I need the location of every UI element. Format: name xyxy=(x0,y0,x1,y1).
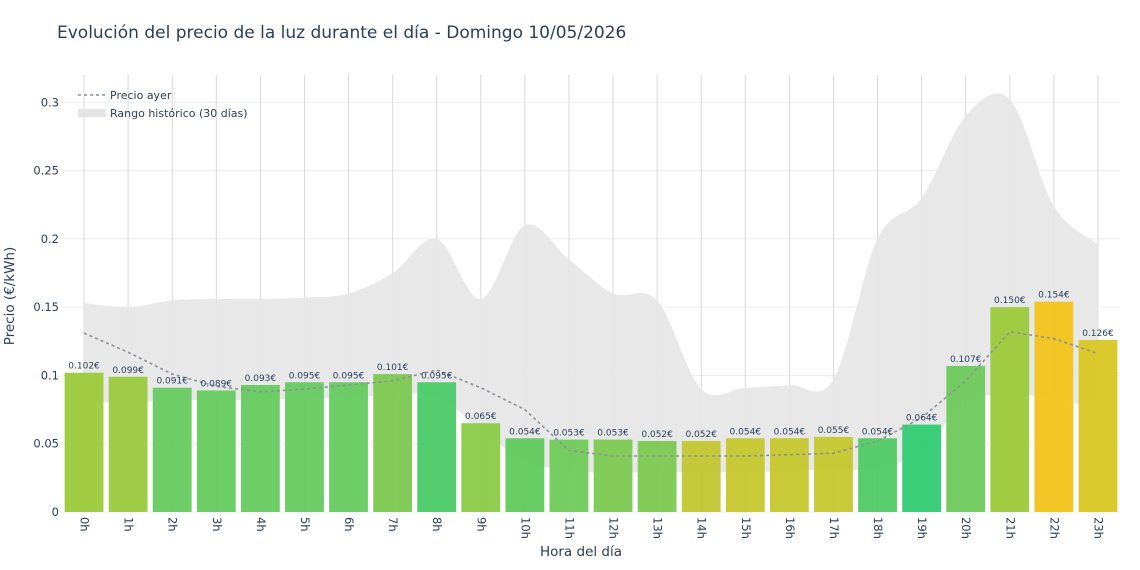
bar-6h xyxy=(329,382,368,512)
x-tick-label: 0h xyxy=(78,517,92,532)
bar-value-labels: 0.102€ 0.099€ 0.091€ 0.089€ 0.093€ 0.095€ 0.09… xyxy=(68,291,1114,440)
y-axis-title: Precio (€/kWh) xyxy=(2,247,18,346)
y-tick-label: 0.1 xyxy=(41,368,59,382)
y-axis-ticks: 0 0.05 0.1 0.15 0.2 0.25 0.3 xyxy=(33,95,59,519)
bar-value-label: 0.054€ xyxy=(509,427,541,437)
bar-value-label: 0.054€ xyxy=(862,427,894,437)
bar-0h xyxy=(64,372,104,512)
x-tick-label: 3h xyxy=(210,517,224,532)
x-tick-label: 13h xyxy=(651,517,665,539)
yesterday-price-line xyxy=(83,330,1099,457)
bar-7h xyxy=(373,374,413,512)
bar-18h xyxy=(858,438,897,512)
y-tick-label: 0.3 xyxy=(41,95,59,109)
bar-value-label: 0.150€ xyxy=(994,296,1026,306)
x-tick-label: 14h xyxy=(695,517,709,539)
x-tick-label: 17h xyxy=(827,517,841,539)
y-tick-label: 0.15 xyxy=(33,300,59,314)
x-tick-label: 6h xyxy=(342,517,356,532)
x-tick-label: 8h xyxy=(430,517,444,532)
bar-value-label: 0.052€ xyxy=(685,430,717,440)
bar-value-label: 0.054€ xyxy=(730,427,762,437)
x-tick-label: 20h xyxy=(959,517,973,539)
bar-16h xyxy=(769,438,809,512)
bar-14h xyxy=(681,440,721,512)
bar-value-label: 0.102€ xyxy=(68,362,100,372)
x-axis-ticks: 0h 1h 2h 3h 4h 5h 6h 7h 8h 9h 10h 11h 12h 13h 14h 15h 16… xyxy=(78,517,1106,539)
bar-13h xyxy=(637,440,677,512)
chart-title: Evolución del precio de la luz durante e… xyxy=(57,23,626,43)
bar-22h xyxy=(1034,301,1074,512)
bar-value-label: 0.053€ xyxy=(553,429,585,439)
historical-range-band xyxy=(84,93,1098,473)
x-tick-label: 7h xyxy=(386,517,400,532)
bar-15h xyxy=(725,438,765,512)
bar-value-label: 0.154€ xyxy=(1038,291,1070,301)
bar-value-label: 0.091€ xyxy=(156,377,188,387)
x-tick-label: 19h xyxy=(915,517,929,539)
bar-21h xyxy=(990,307,1030,512)
bar-value-label: 0.093€ xyxy=(245,374,277,384)
bar-value-label: 0.053€ xyxy=(597,429,629,439)
bar-value-label: 0.055€ xyxy=(818,426,850,436)
bar-value-label: 0.126€ xyxy=(1082,329,1114,339)
bar-value-label: 0.089€ xyxy=(201,379,233,389)
bar-1h xyxy=(108,376,148,512)
y-tick-label: 0 xyxy=(52,505,59,519)
x-tick-label: 22h xyxy=(1047,517,1061,539)
x-tick-label: 2h xyxy=(166,517,180,532)
bar-10h xyxy=(505,438,545,512)
bar-3h xyxy=(196,390,236,512)
x-axis-title: Hora del día xyxy=(540,544,622,560)
bar-17h xyxy=(814,436,853,512)
bar-9h xyxy=(461,423,501,512)
x-tick-label: 11h xyxy=(562,517,576,539)
bar-12h xyxy=(593,439,633,512)
bar-8h xyxy=(417,382,457,512)
legend-range-swatch xyxy=(78,109,106,117)
bar-value-label: 0.054€ xyxy=(774,427,806,437)
bar-4h xyxy=(240,384,280,512)
y-tick-label: 0.25 xyxy=(33,164,59,178)
bars xyxy=(64,301,1118,512)
bar-value-label: 0.101€ xyxy=(377,363,409,373)
x-tick-label: 15h xyxy=(739,517,753,539)
bar-value-label: 0.065€ xyxy=(465,412,497,422)
bar-23h xyxy=(1078,339,1118,512)
bar-5h xyxy=(285,382,324,512)
x-tick-label: 16h xyxy=(783,517,797,539)
bar-20h xyxy=(946,365,986,512)
x-tick-label: 18h xyxy=(871,517,885,539)
x-tick-label: 23h xyxy=(1091,517,1105,539)
x-tick-label: 9h xyxy=(474,517,488,532)
legend-yesterday-label: Precio ayer xyxy=(110,89,172,102)
bar-value-label: 0.107€ xyxy=(950,355,982,365)
x-tick-label: 21h xyxy=(1003,517,1017,539)
bar-value-label: 0.095€ xyxy=(289,371,321,381)
bar-value-label: 0.052€ xyxy=(641,430,673,440)
x-tick-label: 1h xyxy=(122,517,136,532)
x-tick-label: 12h xyxy=(607,517,621,539)
bar-19h xyxy=(902,424,942,512)
y-tick-label: 0.2 xyxy=(41,232,59,246)
x-tick-label: 5h xyxy=(298,517,312,532)
bar-2h xyxy=(152,387,192,512)
legend-range-label: Rango histórico (30 días) xyxy=(110,107,248,120)
legend: Precio ayer Rango histórico (30 días) xyxy=(78,89,248,120)
x-tick-label: 4h xyxy=(254,517,268,532)
bar-value-label: 0.064€ xyxy=(906,414,938,424)
x-tick-label: 10h xyxy=(518,517,532,539)
y-tick-label: 0.05 xyxy=(33,437,59,451)
bar-value-label: 0.099€ xyxy=(112,366,144,376)
bar-value-label: 0.095€ xyxy=(333,371,365,381)
bar-value-label: 0.095€ xyxy=(421,371,453,381)
